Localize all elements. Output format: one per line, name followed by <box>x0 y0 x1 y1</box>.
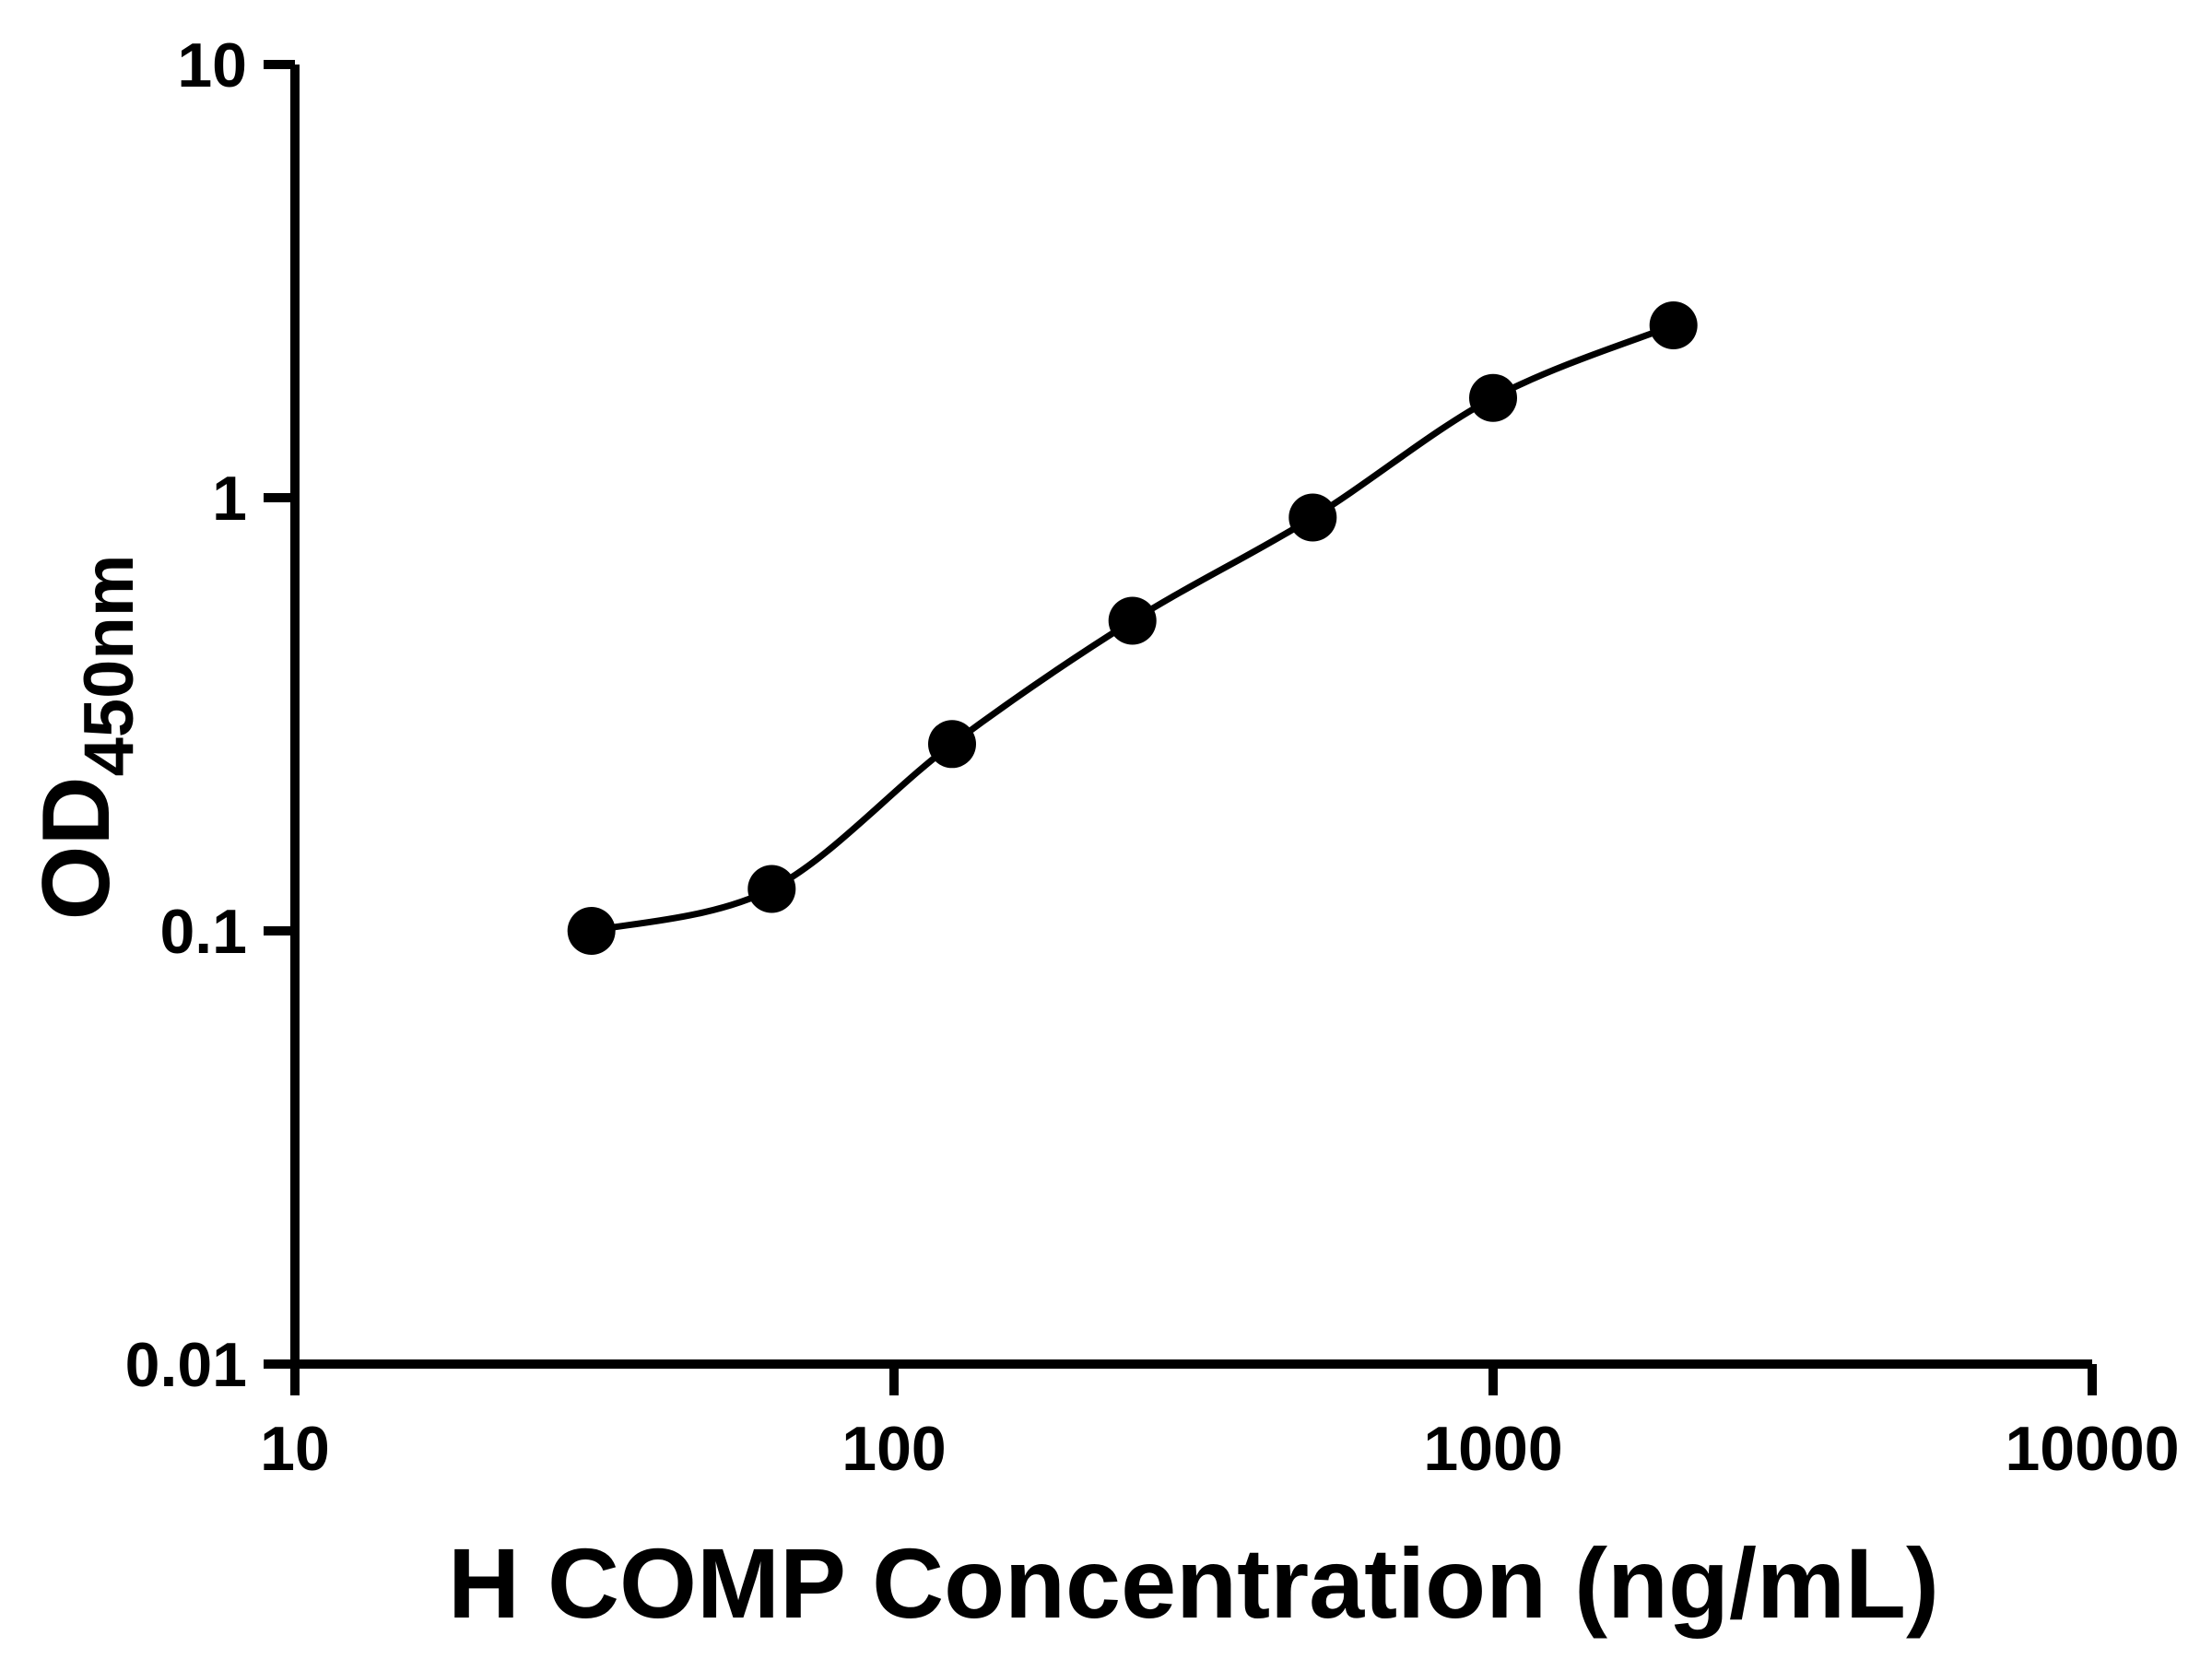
x-tick-label: 100 <box>841 1414 946 1484</box>
data-points <box>567 301 1698 955</box>
y-tick-label: 0.1 <box>159 897 247 967</box>
axis-tick-labels: 10 100 1000 10000 10 1 0.1 0.01 <box>125 30 2180 1484</box>
y-tick-label: 1 <box>212 464 247 534</box>
x-tick-label: 10 <box>260 1414 330 1484</box>
y-axis-title-main: OD <box>23 776 130 920</box>
axis-ticks <box>264 60 2097 1395</box>
x-tick-label: 10000 <box>2005 1414 2179 1484</box>
data-point-marker <box>1288 493 1337 542</box>
data-point-marker <box>1649 301 1698 349</box>
data-point-marker <box>747 865 796 913</box>
data-point-marker <box>928 720 976 769</box>
data-point-marker <box>1469 373 1517 422</box>
y-axis-title-subscript: 450nm <box>70 555 148 777</box>
y-axis-title: OD450nm <box>23 555 148 921</box>
axis-lines <box>290 65 2092 1369</box>
x-axis-title: H COMP Concentration (ng/mL) <box>448 1527 1939 1639</box>
axes <box>290 65 2092 1369</box>
data-point-marker <box>567 907 616 955</box>
y-tick-label: 0.01 <box>125 1330 247 1400</box>
data-point-marker <box>1108 596 1157 645</box>
x-tick-label: 1000 <box>1423 1414 1562 1484</box>
y-tick-label: 10 <box>177 30 247 100</box>
